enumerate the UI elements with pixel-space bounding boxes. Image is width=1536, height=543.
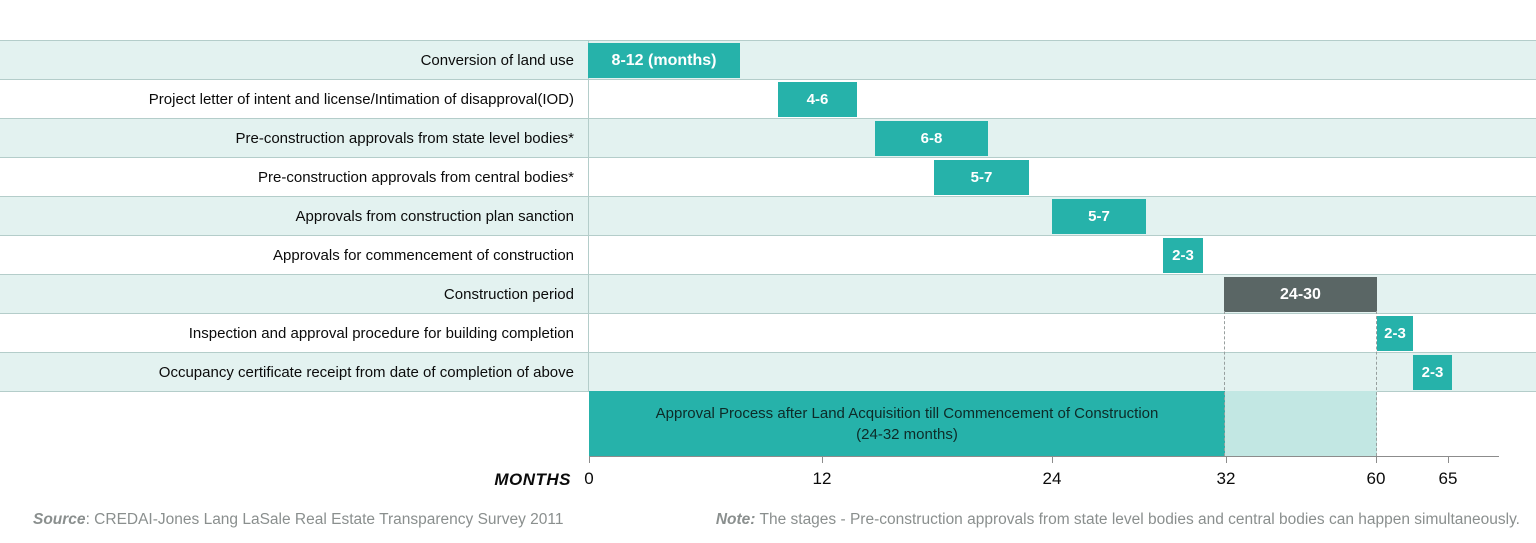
gantt-bar-construction-period: 24-30 xyxy=(1224,277,1377,312)
gantt-row-conversion-of-land-use: Conversion of land use 8-12 (months) xyxy=(0,40,1536,80)
row-label: Pre-construction approvals from central … xyxy=(0,158,589,196)
annotation-line1: Approval Process after Land Acquisition … xyxy=(655,404,1159,422)
bar-label: 4-6 xyxy=(806,91,829,108)
gantt-row-construction-plan-sanction: Approvals from construction plan sanctio… xyxy=(0,197,1536,236)
gantt-row-construction-period: Construction period 24-30 xyxy=(0,275,1536,314)
tick-label-24: 24 xyxy=(1042,469,1062,488)
tick-mark-60 xyxy=(1376,457,1377,463)
gantt-row-project-letter-of-intent: Project letter of intent and license/Int… xyxy=(0,80,1536,119)
axis-unit-label: MONTHS xyxy=(494,470,571,489)
note-body: The stages - Pre-construction approvals … xyxy=(755,511,1520,528)
gantt-bar: 5-7 xyxy=(934,160,1029,195)
tick-mark-24 xyxy=(1052,457,1053,463)
gantt-bar: 2-3 xyxy=(1163,238,1203,273)
row-label: Inspection and approval procedure for bu… xyxy=(0,314,589,352)
gantt-rows: Conversion of land use 8-12 (months) Pro… xyxy=(0,40,1536,392)
gantt-row-commencement-approvals: Approvals for commencement of constructi… xyxy=(0,236,1536,275)
gantt-row-occupancy-certificate: Occupancy certificate receipt from date … xyxy=(0,353,1536,392)
tick-mark-32 xyxy=(1226,457,1227,463)
gantt-bar: 8-12 (months) xyxy=(588,43,740,78)
bar-label: 2-3 xyxy=(1384,325,1406,342)
gantt-bar: 2-3 xyxy=(1413,355,1452,390)
tick-mark-12 xyxy=(822,457,823,463)
row-track: 2-3 xyxy=(589,353,1536,391)
row-track: 5-7 xyxy=(589,158,1536,196)
tick-label-32: 32 xyxy=(1216,469,1236,488)
row-track: 8-12 (months) xyxy=(588,41,1536,79)
row-track: 6-8 xyxy=(589,119,1536,157)
dashed-guide-month-32 xyxy=(1224,311,1225,456)
bar-label: 8-12 (months) xyxy=(611,51,717,69)
row-label: Occupancy certificate receipt from date … xyxy=(0,353,589,391)
tick-mark-0 xyxy=(589,457,590,463)
row-track: 4-6 xyxy=(589,80,1536,118)
annotation-band: Approval Process after Land Acquisition … xyxy=(589,391,1225,456)
row-track: 24-30 xyxy=(589,275,1536,313)
bar-label: 5-7 xyxy=(970,169,993,186)
bar-label: 2-3 xyxy=(1421,364,1444,381)
note-label: Note: xyxy=(715,511,756,528)
row-track: 2-3 xyxy=(589,314,1536,352)
gantt-row-inspection-building-completion: Inspection and approval procedure for bu… xyxy=(0,314,1536,353)
source-text: Source: CREDAI-Jones Lang LaSale Real Es… xyxy=(33,511,563,529)
footer: Source: CREDAI-Jones Lang LaSale Real Es… xyxy=(0,511,1536,533)
bar-label: 2-3 xyxy=(1172,247,1194,264)
bar-label: 24-30 xyxy=(1280,285,1321,303)
tick-label-65: 65 xyxy=(1438,469,1458,488)
row-track: 2-3 xyxy=(589,236,1536,274)
source-label: Source xyxy=(33,511,86,528)
annotation-extension-band xyxy=(1225,391,1377,456)
gantt-row-preconstruction-state-approvals: Pre-construction approvals from state le… xyxy=(0,119,1536,158)
bar-label: 5-7 xyxy=(1088,208,1110,225)
row-track: 5-7 xyxy=(589,197,1536,235)
tick-label-60: 60 xyxy=(1366,469,1386,488)
tick-label-0: 0 xyxy=(584,469,594,488)
row-label: Construction period xyxy=(0,275,589,313)
tick-mark-65 xyxy=(1448,457,1449,463)
x-axis-line xyxy=(589,456,1499,457)
note-text: Note: The stages - Pre-construction appr… xyxy=(716,511,1520,529)
source-body: : CREDAI-Jones Lang LaSale Real Estate T… xyxy=(85,511,564,528)
gantt-bar: 6-8 xyxy=(875,121,988,156)
dashed-guide-month-60 xyxy=(1376,311,1377,456)
bar-label: 6-8 xyxy=(920,130,943,147)
row-label: Approvals from construction plan sanctio… xyxy=(0,197,589,235)
tick-label-12: 12 xyxy=(812,469,832,488)
row-label: Approvals for commencement of constructi… xyxy=(0,236,589,274)
row-label: Project letter of intent and license/Int… xyxy=(0,80,589,118)
row-label: Conversion of land use xyxy=(0,41,589,79)
row-label: Pre-construction approvals from state le… xyxy=(0,119,589,157)
gantt-row-preconstruction-central-approvals: Pre-construction approvals from central … xyxy=(0,158,1536,197)
gantt-bar: 4-6 xyxy=(778,82,857,117)
gantt-bar: 5-7 xyxy=(1052,199,1146,234)
gantt-bar: 2-3 xyxy=(1377,316,1413,351)
annotation-line2: (24-32 months) xyxy=(856,425,958,443)
